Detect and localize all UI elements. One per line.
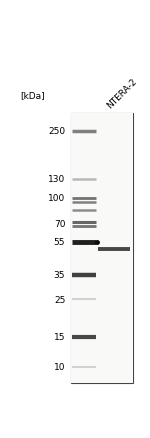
Text: 130: 130 <box>48 175 65 184</box>
Bar <box>71 113 133 383</box>
Text: 55: 55 <box>54 237 65 247</box>
Text: 15: 15 <box>54 332 65 342</box>
Text: NTERA-2: NTERA-2 <box>106 77 139 110</box>
Text: 10: 10 <box>54 362 65 371</box>
Text: [kDa]: [kDa] <box>20 91 45 100</box>
Text: 70: 70 <box>54 220 65 229</box>
Text: 25: 25 <box>54 295 65 304</box>
Bar <box>71 113 133 383</box>
Text: 100: 100 <box>48 194 65 203</box>
Text: 250: 250 <box>48 127 65 136</box>
Text: 35: 35 <box>54 271 65 279</box>
